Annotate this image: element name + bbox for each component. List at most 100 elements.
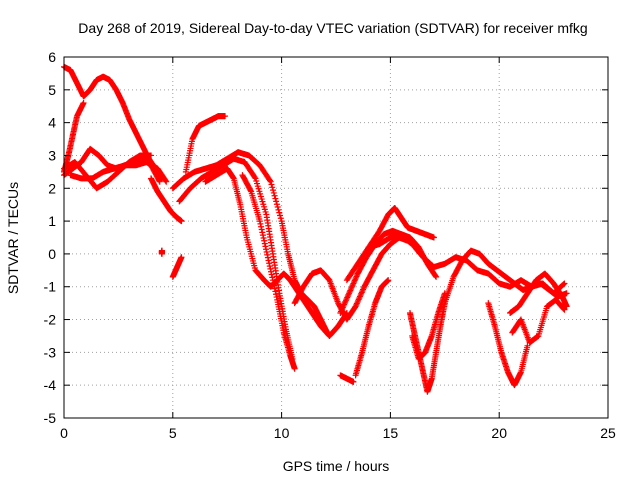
y-tick-label: 4: [48, 115, 56, 131]
data-points: [61, 63, 570, 395]
data-point: [162, 177, 169, 184]
y-tick-label: 5: [48, 82, 56, 98]
data-point: [561, 306, 568, 313]
data-point: [385, 277, 392, 284]
data-point: [178, 218, 185, 225]
data-point: [258, 226, 265, 233]
data-point: [560, 305, 567, 312]
y-tick-label: 3: [48, 147, 56, 163]
data-point: [256, 218, 263, 225]
data-point: [276, 209, 283, 216]
data-point: [273, 294, 280, 301]
data-point: [258, 223, 265, 230]
data-point: [156, 177, 163, 184]
data-point: [291, 365, 298, 372]
data-point: [433, 273, 440, 280]
data-point: [432, 272, 439, 279]
data-point: [271, 282, 278, 289]
data-point: [271, 192, 278, 199]
grid-layer: [64, 57, 608, 418]
data-point: [262, 243, 269, 250]
data-point: [263, 246, 270, 253]
x-tick-label: 15: [383, 425, 399, 441]
data-point: [163, 178, 170, 185]
series-arc-6: [148, 175, 185, 225]
y-tick-label: -4: [44, 377, 57, 393]
series-arc-24: [507, 270, 570, 316]
data-point: [277, 215, 284, 222]
data-point: [272, 195, 279, 202]
data-point: [273, 291, 280, 298]
x-tick-label: 10: [274, 425, 290, 441]
series-arc-23: [485, 300, 531, 389]
data-point: [269, 184, 276, 191]
data-point: [350, 378, 357, 385]
data-point: [265, 257, 272, 264]
y-tick-label: 6: [48, 49, 56, 65]
data-point: [266, 263, 273, 270]
data-point: [268, 181, 275, 188]
data-point: [524, 342, 531, 349]
data-point: [275, 206, 282, 213]
data-point: [264, 251, 271, 258]
data-point: [259, 229, 266, 236]
y-tick-label: -3: [44, 344, 57, 360]
series-arc-16: [337, 372, 357, 385]
data-point: [156, 178, 163, 185]
x-axis-label: GPS time / hours: [283, 458, 390, 474]
plot-frame: [63, 56, 609, 419]
x-tick-label: 5: [169, 425, 177, 441]
data-point: [261, 240, 268, 247]
data-point: [561, 280, 568, 287]
data-point: [269, 274, 276, 281]
data-point: [277, 212, 284, 219]
axis-ticks: 0 5 10 15 20 25 -5 -4 -3 -2 -1 0 1 2 3 4 5 6: [44, 49, 616, 441]
data-point: [158, 250, 165, 257]
data-point: [261, 237, 268, 244]
series-arc-13: [239, 172, 298, 372]
series-arc-5: [67, 159, 170, 185]
data-point: [269, 277, 276, 284]
data-point: [260, 234, 267, 241]
y-axis-label: SDTVAR / TECUs: [5, 182, 21, 294]
series-arc-9: [182, 113, 229, 175]
series-arc-21: [409, 290, 448, 362]
y-tick-label: 2: [48, 180, 56, 196]
data-point: [222, 113, 229, 120]
data-point: [266, 260, 273, 267]
data-point: [266, 177, 273, 184]
data-point: [259, 232, 266, 239]
y-tick-label: -1: [44, 279, 57, 295]
data-point: [270, 279, 277, 286]
data-point: [80, 99, 87, 106]
y-tick-label: -5: [44, 410, 57, 426]
series-arc-7: [158, 247, 165, 257]
data-point: [148, 152, 155, 159]
series-arc-22: [441, 247, 570, 307]
series-arc-19: [365, 231, 568, 297]
y-tick-label: 0: [48, 246, 56, 262]
series-arc-18: [343, 204, 437, 284]
data-point: [263, 249, 270, 256]
series-arc-12: [202, 165, 350, 339]
data-point: [274, 204, 281, 211]
data-point: [270, 187, 277, 194]
data-point: [257, 220, 264, 227]
series-arc-8: [169, 254, 185, 280]
data-point: [247, 187, 254, 194]
chart-title: Day 268 of 2019, Sidereal Day-to-day VTE…: [78, 20, 587, 36]
data-point: [178, 254, 185, 261]
data-point: [430, 234, 437, 241]
data-point: [268, 268, 275, 275]
data-point: [264, 254, 271, 261]
series-arc-17: [352, 277, 392, 379]
data-point: [273, 198, 280, 205]
data-point: [251, 174, 258, 181]
data-point: [271, 285, 278, 292]
data-point: [267, 265, 274, 272]
data-point: [267, 178, 274, 185]
data-point: [272, 288, 279, 295]
data-point: [270, 189, 277, 196]
data-point: [560, 281, 567, 288]
